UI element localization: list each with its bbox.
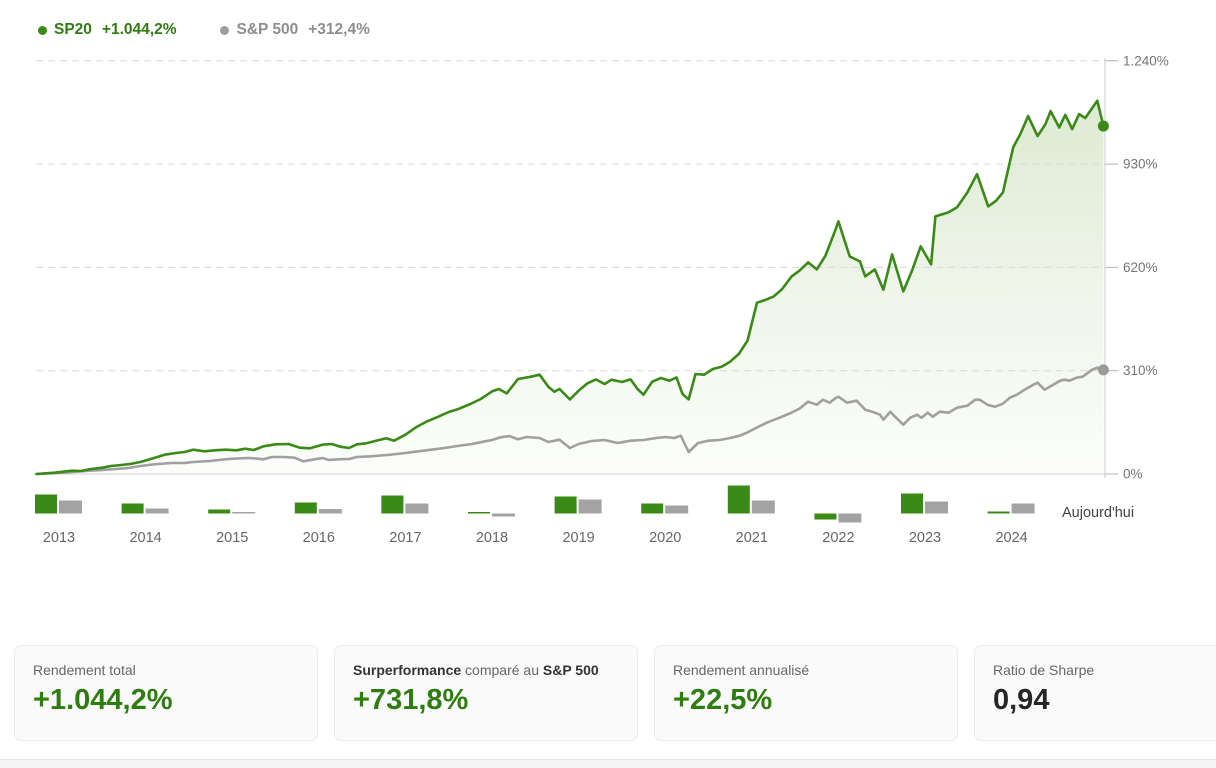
annual-bar-sp500-2013 bbox=[59, 500, 82, 514]
y-axis-label: 310% bbox=[1123, 363, 1158, 378]
x-axis-label-2014: 2014 bbox=[129, 530, 161, 546]
x-axis-label-2024: 2024 bbox=[995, 530, 1027, 546]
card-label: Ratio de Sharpe bbox=[993, 662, 1216, 679]
card-ratio-sharpe: Ratio de Sharpe 0,94 bbox=[974, 645, 1216, 741]
annual-bar-sp20-2013 bbox=[35, 494, 57, 514]
sp500-end-dot bbox=[1097, 364, 1109, 376]
x-axis-label-2017: 2017 bbox=[389, 530, 421, 546]
annual-bar-sp20-2015 bbox=[208, 509, 231, 514]
annual-bar-sp20-2020 bbox=[641, 503, 664, 514]
sp500-line bbox=[35, 366, 1105, 476]
y-axis-label: 1.240% bbox=[1123, 53, 1169, 68]
x-axis-label-2016: 2016 bbox=[303, 530, 335, 546]
x-axis-label-2015: 2015 bbox=[216, 530, 248, 546]
card-value: +1.044,2% bbox=[33, 683, 173, 716]
annual-bar-sp20-2021 bbox=[727, 485, 750, 514]
x-axis-label-2021: 2021 bbox=[736, 530, 768, 546]
annual-bar-sp500-2020 bbox=[665, 505, 689, 514]
sp500-series-value: +312,4% bbox=[308, 21, 370, 38]
card-rendement-annualise: Rendement annualisé +22,5% bbox=[654, 645, 958, 741]
card-label: Rendement annualisé bbox=[673, 662, 939, 679]
annual-bar-sp500-2018 bbox=[492, 513, 515, 517]
x-axis-label-2018: 2018 bbox=[476, 530, 508, 546]
card-label: Rendement total bbox=[33, 662, 299, 679]
card-surperformance: Surperformance comparé au S&P 500 +731,8% bbox=[334, 645, 638, 741]
sp20-series-dot-icon bbox=[38, 25, 47, 35]
annual-bar-sp500-2021 bbox=[751, 500, 775, 514]
annual-bar-sp500-2017 bbox=[405, 503, 429, 514]
sp20-series-value: +1.044,2% bbox=[101, 21, 177, 38]
section-divider bbox=[0, 759, 1216, 768]
card-value: +731,8% bbox=[353, 683, 469, 716]
annual-bar-sp20-2024 bbox=[987, 511, 1010, 514]
legend-item-sp500[interactable]: S&P 500 +312,4% bbox=[220, 21, 370, 39]
card-label-part: Surperformance bbox=[353, 662, 462, 678]
sp500-series-label: S&P 500 bbox=[236, 21, 299, 38]
card-value: 0,94 bbox=[993, 683, 1050, 716]
sp20-series-label: SP20 bbox=[54, 21, 92, 38]
annual-bar-sp500-2016 bbox=[318, 509, 342, 514]
y-axis-label: 930% bbox=[1123, 157, 1158, 172]
card-label-part: Rendement total bbox=[33, 662, 136, 678]
sp500-series-dot-icon bbox=[220, 25, 230, 35]
y-axis-label: 0% bbox=[1123, 467, 1143, 482]
annual-bar-sp500-2014 bbox=[145, 508, 169, 514]
annual-bar-sp500-2015 bbox=[232, 512, 256, 514]
annual-bar-sp500-2022 bbox=[838, 513, 862, 523]
annual-bar-sp500-2024 bbox=[1011, 503, 1035, 514]
annual-bar-sp20-2017 bbox=[381, 495, 404, 514]
y-axis-label: 620% bbox=[1123, 260, 1158, 275]
annual-bar-sp20-2023 bbox=[901, 493, 923, 514]
card-label-part: comparé au bbox=[461, 662, 543, 678]
card-label: Surperformance comparé au S&P 500 bbox=[353, 662, 619, 679]
chart-legend: SP20 +1.044,2% S&P 500 +312,4% bbox=[38, 21, 370, 39]
x-axis-label-2022: 2022 bbox=[822, 530, 854, 546]
x-axis-label-2013: 2013 bbox=[43, 530, 75, 546]
sp20-line bbox=[35, 99, 1105, 476]
card-label-part: S&P 500 bbox=[542, 662, 599, 678]
today-label: Aujourd'hui bbox=[1062, 505, 1134, 521]
sp20-area-fill bbox=[36, 100, 1104, 475]
performance-chart[interactable]: 1.240% 930% 620% 310% 0% 2013 2014 2015 2016 2017… bbox=[0, 0, 1216, 600]
annual-bar-sp20-2019 bbox=[554, 496, 577, 514]
card-value: +22,5% bbox=[673, 683, 773, 716]
annual-bar-sp20-2022 bbox=[814, 513, 837, 520]
annual-bar-sp20-2014 bbox=[121, 503, 144, 514]
legend-item-sp20[interactable]: SP20 +1.044,2% bbox=[38, 21, 176, 39]
annual-bar-sp20-2016 bbox=[294, 502, 317, 514]
x-axis-label-2020: 2020 bbox=[649, 530, 681, 546]
sp20-end-dot bbox=[1097, 120, 1109, 132]
stats-cards-row: Rendement total +1.044,2% Surperformance c… bbox=[14, 645, 1216, 741]
annual-bar-sp500-2023 bbox=[925, 501, 948, 514]
annual-bar-sp20-2018 bbox=[468, 512, 490, 514]
card-label-part: Rendement annualisé bbox=[673, 662, 810, 678]
x-axis-label-2023: 2023 bbox=[909, 530, 941, 546]
annual-bar-sp500-2019 bbox=[578, 499, 602, 514]
x-axis-label-2019: 2019 bbox=[562, 530, 594, 546]
card-label-part: Ratio de Sharpe bbox=[993, 662, 1095, 678]
card-rendement-total: Rendement total +1.044,2% bbox=[14, 645, 318, 741]
